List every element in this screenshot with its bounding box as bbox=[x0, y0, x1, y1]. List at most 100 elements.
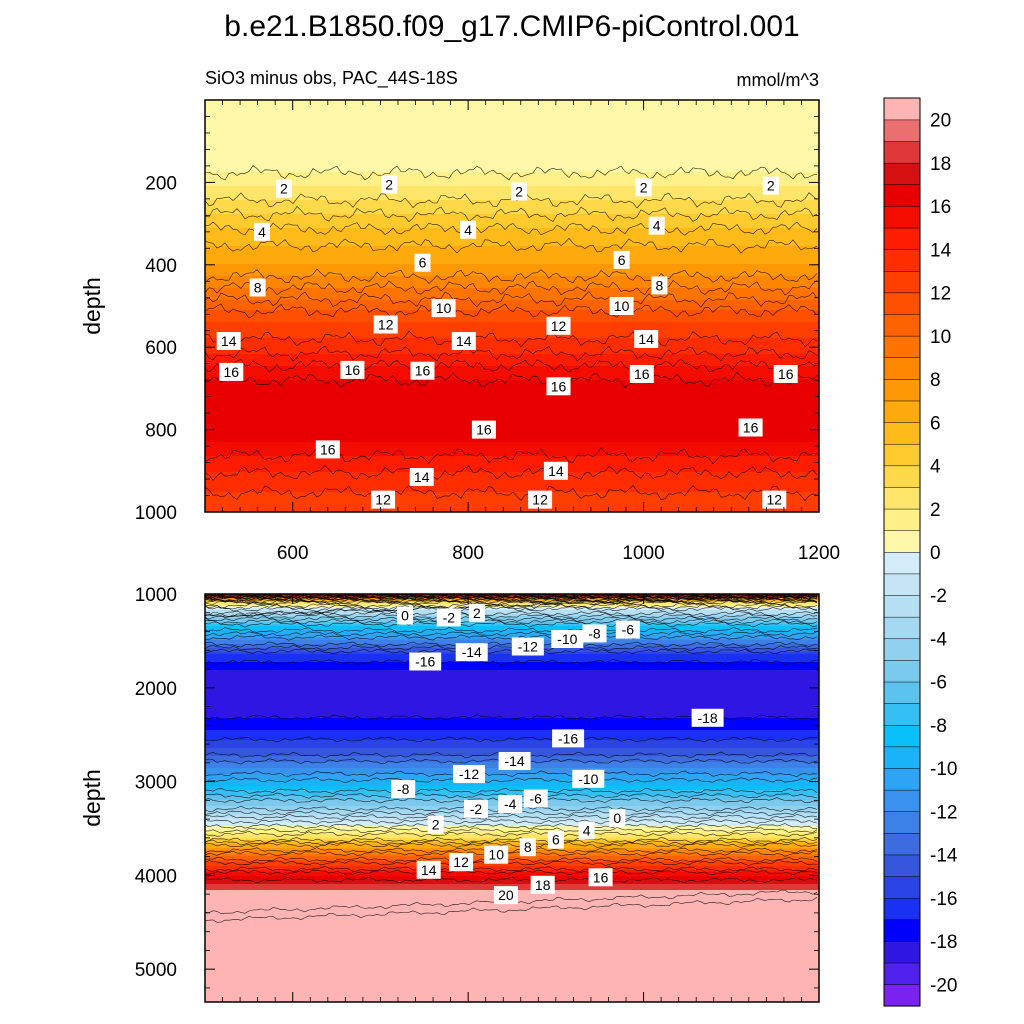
contour-label-box bbox=[409, 468, 434, 486]
contour-band bbox=[205, 122, 819, 125]
contour-band bbox=[205, 470, 819, 473]
contour-label-box bbox=[431, 299, 456, 318]
contour-band bbox=[205, 958, 819, 961]
contour-label-text: -6 bbox=[529, 791, 542, 807]
contour-band bbox=[205, 728, 819, 731]
contour-band bbox=[205, 166, 819, 169]
contour-band bbox=[205, 324, 819, 327]
contour-label-text: -16 bbox=[415, 654, 435, 670]
contour-band bbox=[205, 230, 819, 233]
contour-label-text: 14 bbox=[414, 469, 430, 485]
contour-band bbox=[205, 200, 819, 203]
contour-label-box bbox=[511, 182, 527, 201]
contour-band bbox=[205, 708, 819, 711]
contour-label-text: -10 bbox=[578, 771, 598, 787]
contour-band bbox=[205, 912, 819, 915]
contour-band bbox=[205, 814, 819, 817]
contour-band bbox=[205, 970, 819, 973]
contour-band bbox=[205, 126, 819, 129]
contour-band bbox=[205, 666, 819, 669]
contour-band bbox=[205, 700, 819, 703]
contour-band bbox=[205, 290, 819, 293]
contour-band bbox=[205, 818, 819, 821]
contour-band bbox=[205, 948, 819, 951]
contour-band bbox=[205, 688, 819, 691]
contour-band bbox=[205, 914, 819, 917]
contour-label-text: -14 bbox=[504, 753, 524, 769]
contour-label: 12 bbox=[546, 316, 571, 335]
contour-band bbox=[205, 338, 819, 341]
contour-band bbox=[205, 138, 819, 141]
colorbar-swatch bbox=[883, 551, 921, 575]
contour-band bbox=[205, 232, 819, 235]
contour-band bbox=[205, 100, 819, 103]
contour-band bbox=[205, 320, 819, 323]
contour-band bbox=[205, 222, 819, 225]
contour-band bbox=[205, 836, 819, 839]
contour-band bbox=[205, 382, 819, 385]
contour-band bbox=[205, 488, 819, 491]
contour-band bbox=[205, 316, 819, 319]
contour-band bbox=[205, 950, 819, 953]
colorbar-swatch bbox=[883, 486, 921, 510]
contour-band bbox=[205, 856, 819, 859]
contour-band bbox=[205, 370, 819, 373]
colorbar-tick-label: -20 bbox=[930, 975, 957, 996]
contour-label-text: 6 bbox=[618, 252, 626, 268]
contour-label-text: 16 bbox=[320, 441, 336, 457]
contour-label-text: 16 bbox=[778, 366, 794, 382]
contour-band bbox=[205, 156, 819, 159]
colorbar-tick-label: 14 bbox=[930, 240, 952, 261]
contour-label-box bbox=[275, 179, 292, 198]
contour-band bbox=[205, 150, 819, 153]
contour-band bbox=[205, 850, 819, 853]
contour-label-text: -12 bbox=[518, 639, 538, 655]
colorbar-swatch bbox=[883, 357, 921, 380]
contour-label-box bbox=[651, 276, 668, 295]
contour-band bbox=[205, 428, 819, 431]
x-tick-label: 800 bbox=[452, 543, 484, 564]
contour-band bbox=[205, 110, 819, 113]
contour-band bbox=[205, 408, 819, 411]
contour-label-box bbox=[609, 809, 626, 828]
contour-band bbox=[205, 684, 819, 687]
contour-band bbox=[205, 300, 819, 303]
contour-line bbox=[205, 620, 818, 628]
contour-label: 10 bbox=[484, 845, 509, 864]
contour-label: 4 bbox=[648, 216, 665, 235]
colorbar-swatch bbox=[883, 616, 921, 640]
units-label: mmol/m^3 bbox=[737, 70, 819, 90]
contour-label-box bbox=[397, 606, 413, 625]
contour-label: 2 bbox=[762, 176, 779, 195]
contour-band bbox=[205, 440, 819, 443]
contour-band bbox=[205, 994, 819, 997]
contour-band bbox=[205, 824, 819, 827]
contour-band bbox=[205, 602, 819, 605]
contour-band bbox=[205, 724, 819, 727]
contour-band bbox=[205, 118, 819, 121]
contour-band bbox=[205, 614, 819, 617]
contour-band bbox=[205, 482, 819, 485]
contour-label-text: 12 bbox=[375, 492, 391, 508]
contour-band bbox=[205, 242, 819, 245]
x-tick-label: 1000 bbox=[622, 543, 664, 564]
contour-band bbox=[205, 204, 819, 207]
y-tick-label: 200 bbox=[145, 173, 177, 194]
contour-band bbox=[205, 908, 819, 911]
contour-band bbox=[205, 1000, 819, 1002]
contour-band bbox=[205, 134, 819, 137]
contour-label: 14 bbox=[409, 468, 434, 486]
colorbar-tick-label: 12 bbox=[930, 284, 951, 305]
contour-band bbox=[205, 748, 819, 751]
contour-label-box bbox=[484, 845, 509, 864]
colorbar-tick-label: 10 bbox=[930, 327, 951, 348]
contour-band bbox=[205, 452, 819, 455]
contour-band bbox=[205, 412, 819, 415]
contour-band bbox=[205, 494, 819, 497]
contour-band bbox=[205, 736, 819, 739]
colorbar-swatch bbox=[883, 573, 921, 596]
contour-label-box bbox=[468, 603, 485, 622]
contour-band bbox=[205, 334, 819, 337]
